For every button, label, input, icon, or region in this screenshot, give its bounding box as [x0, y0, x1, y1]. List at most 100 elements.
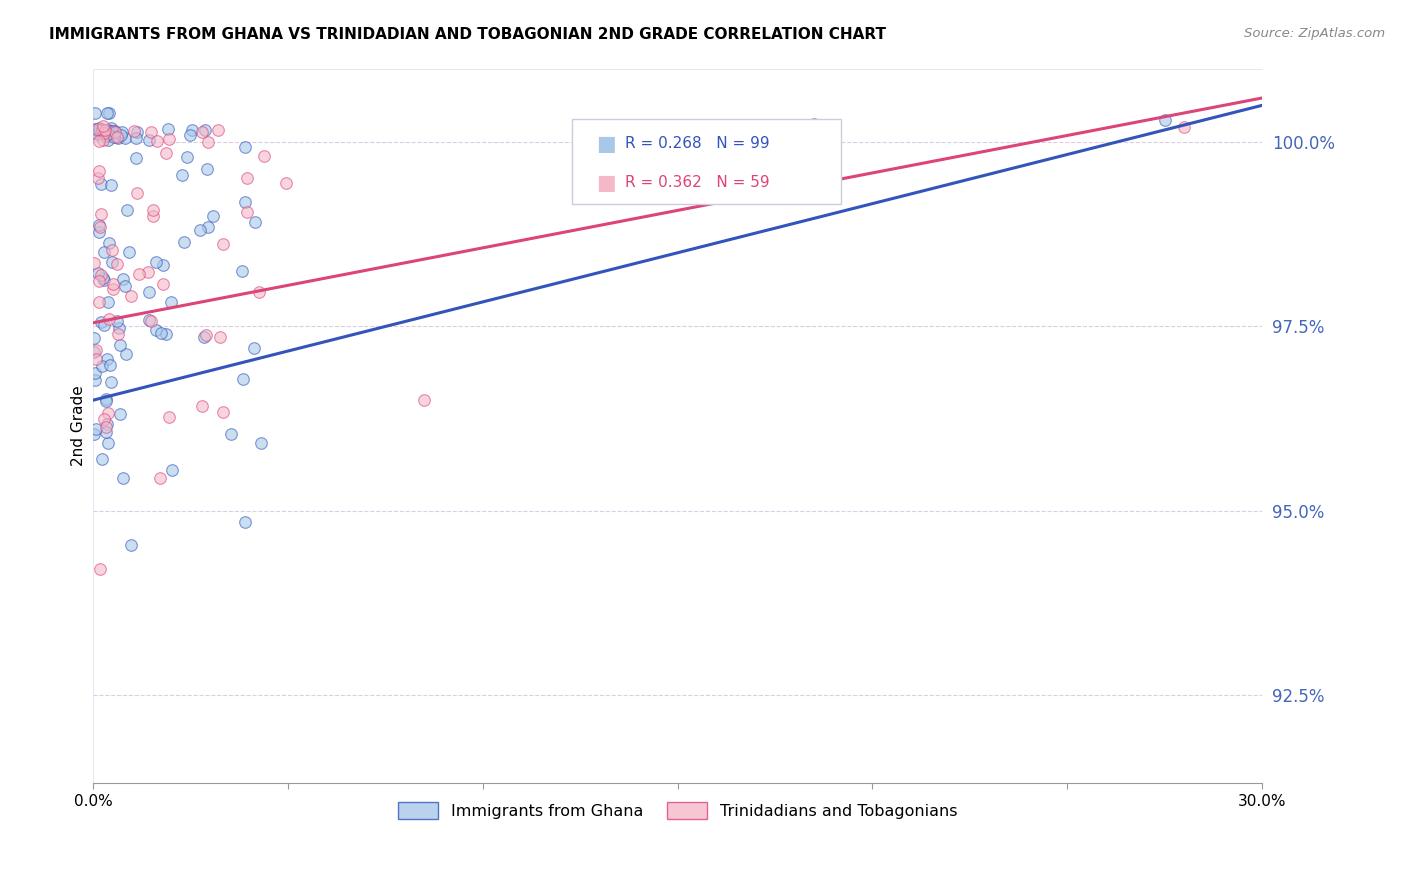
- Immigrants from Ghana: [117, 202, 139, 217]
- Y-axis label: 2nd Grade: 2nd Grade: [72, 385, 86, 467]
- Immigrants from Ghana: [96, 394, 118, 409]
- Immigrants from Ghana: [84, 373, 107, 387]
- Immigrants from Ghana: [180, 123, 202, 137]
- Immigrants from Ghana: [90, 121, 112, 136]
- Trinidadians and Tobagonians: [235, 171, 257, 186]
- Trinidadians and Tobagonians: [89, 562, 111, 576]
- Immigrants from Ghana: [145, 323, 167, 337]
- Trinidadians and Tobagonians: [91, 119, 114, 133]
- Immigrants from Ghana: [93, 318, 115, 332]
- Trinidadians and Tobagonians: [101, 282, 124, 296]
- Immigrants from Ghana: [197, 219, 219, 234]
- Immigrants from Ghana: [96, 417, 118, 431]
- Trinidadians and Tobagonians: [142, 203, 165, 218]
- Trinidadians and Tobagonians: [93, 126, 115, 140]
- Trinidadians and Tobagonians: [152, 277, 174, 292]
- Immigrants from Ghana: [232, 372, 254, 386]
- Immigrants from Ghana: [155, 326, 177, 341]
- Immigrants from Ghana: [100, 178, 122, 192]
- Immigrants from Ghana: [94, 129, 117, 144]
- Trinidadians and Tobagonians: [194, 327, 217, 342]
- Immigrants from Ghana: [160, 294, 183, 309]
- Immigrants from Ghana: [111, 125, 134, 139]
- Trinidadians and Tobagonians: [128, 267, 150, 281]
- Trinidadians and Tobagonians: [190, 125, 212, 139]
- Trinidadians and Tobagonians: [413, 393, 436, 408]
- Trinidadians and Tobagonians: [1173, 120, 1195, 135]
- Immigrants from Ghana: [195, 161, 218, 176]
- Immigrants from Ghana: [97, 124, 120, 138]
- Immigrants from Ghana: [145, 255, 167, 269]
- Immigrants from Ghana: [127, 125, 149, 139]
- Trinidadians and Tobagonians: [236, 205, 259, 219]
- Trinidadians and Tobagonians: [93, 412, 115, 426]
- Trinidadians and Tobagonians: [197, 135, 219, 149]
- Immigrants from Ghana: [160, 463, 183, 477]
- Immigrants from Ghana: [188, 223, 211, 237]
- Trinidadians and Tobagonians: [96, 406, 118, 420]
- Trinidadians and Tobagonians: [103, 277, 125, 292]
- Immigrants from Ghana: [93, 123, 115, 137]
- Immigrants from Ghana: [156, 122, 179, 136]
- Text: Source: ZipAtlas.com: Source: ZipAtlas.com: [1244, 27, 1385, 40]
- Immigrants from Ghana: [138, 312, 160, 326]
- Trinidadians and Tobagonians: [107, 327, 129, 342]
- Immigrants from Ghana: [84, 122, 107, 136]
- Immigrants from Ghana: [179, 128, 201, 142]
- Immigrants from Ghana: [90, 177, 112, 191]
- Immigrants from Ghana: [87, 219, 110, 233]
- Immigrants from Ghana: [150, 326, 173, 340]
- Trinidadians and Tobagonians: [127, 186, 149, 201]
- Immigrants from Ghana: [803, 117, 825, 131]
- Immigrants from Ghana: [201, 209, 224, 223]
- Text: R = 0.268   N = 99: R = 0.268 N = 99: [626, 136, 769, 151]
- Immigrants from Ghana: [245, 214, 267, 228]
- Immigrants from Ghana: [107, 131, 129, 145]
- Immigrants from Ghana: [90, 451, 112, 466]
- Trinidadians and Tobagonians: [107, 130, 129, 145]
- Immigrants from Ghana: [104, 124, 127, 138]
- Immigrants from Ghana: [84, 105, 107, 120]
- Immigrants from Ghana: [89, 123, 111, 137]
- Trinidadians and Tobagonians: [149, 470, 172, 484]
- Trinidadians and Tobagonians: [139, 314, 162, 328]
- FancyBboxPatch shape: [572, 119, 841, 204]
- Trinidadians and Tobagonians: [212, 405, 235, 419]
- Immigrants from Ghana: [114, 278, 136, 293]
- Trinidadians and Tobagonians: [209, 330, 232, 344]
- Immigrants from Ghana: [243, 341, 266, 355]
- Trinidadians and Tobagonians: [94, 420, 117, 434]
- Immigrants from Ghana: [219, 426, 242, 441]
- Immigrants from Ghana: [138, 285, 160, 299]
- Immigrants from Ghana: [96, 133, 118, 147]
- Legend: Immigrants from Ghana, Trinidadians and Tobagonians: Immigrants from Ghana, Trinidadians and …: [392, 796, 963, 825]
- Immigrants from Ghana: [98, 105, 121, 120]
- Immigrants from Ghana: [125, 131, 148, 145]
- Immigrants from Ghana: [100, 121, 122, 136]
- Immigrants from Ghana: [110, 128, 132, 143]
- Immigrants from Ghana: [108, 338, 131, 352]
- Immigrants from Ghana: [250, 436, 273, 450]
- Immigrants from Ghana: [125, 151, 148, 165]
- Immigrants from Ghana: [87, 225, 110, 239]
- Immigrants from Ghana: [105, 314, 128, 328]
- Trinidadians and Tobagonians: [104, 125, 127, 139]
- Trinidadians and Tobagonians: [84, 352, 107, 367]
- Trinidadians and Tobagonians: [157, 410, 180, 425]
- Immigrants from Ghana: [103, 129, 125, 144]
- Trinidadians and Tobagonians: [157, 131, 180, 145]
- Text: R = 0.362   N = 59: R = 0.362 N = 59: [626, 176, 769, 190]
- Trinidadians and Tobagonians: [93, 133, 115, 147]
- Immigrants from Ghana: [87, 266, 110, 280]
- Trinidadians and Tobagonians: [87, 274, 110, 288]
- Trinidadians and Tobagonians: [146, 134, 169, 148]
- Immigrants from Ghana: [114, 347, 136, 361]
- Immigrants from Ghana: [96, 105, 118, 120]
- Immigrants from Ghana: [83, 330, 105, 344]
- Trinidadians and Tobagonians: [142, 210, 165, 224]
- Immigrants from Ghana: [108, 320, 131, 334]
- Immigrants from Ghana: [172, 169, 194, 183]
- Immigrants from Ghana: [86, 127, 108, 141]
- Trinidadians and Tobagonians: [87, 163, 110, 178]
- Trinidadians and Tobagonians: [91, 123, 114, 137]
